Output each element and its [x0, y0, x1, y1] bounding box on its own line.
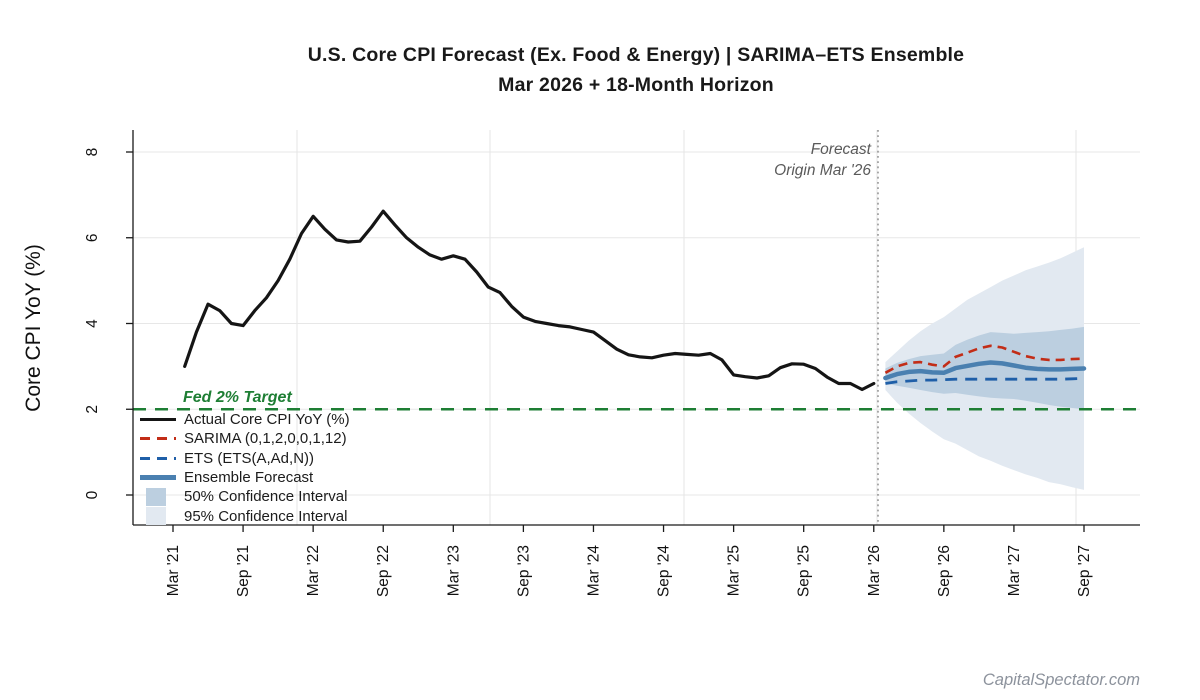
ci50-band [885, 326, 1084, 410]
legend-row: Ensemble Forecast [140, 468, 350, 487]
y-tick-label: 4 [84, 319, 101, 328]
x-tick-label: Mar '24 [585, 545, 602, 597]
legend-row: 50% Confidence Interval [140, 487, 350, 506]
x-tick-label: Sep '27 [1076, 545, 1093, 597]
y-axis-title: Core CPI YoY (%) [22, 244, 45, 412]
legend-swatch [140, 417, 176, 422]
ets-line [885, 377, 1085, 385]
x-tick-label: Sep '24 [656, 545, 673, 597]
legend-label: 95% Confidence Interval [184, 507, 348, 525]
ensemble-line [883, 360, 1087, 381]
legend-row: 95% Confidence Interval [140, 506, 350, 526]
y-tick-label: 8 [84, 148, 101, 157]
y-tick-label: 0 [84, 490, 101, 499]
x-tick-label: Mar '23 [445, 545, 462, 596]
chart-title-line2: Mar 2026 + 18-Month Horizon [498, 74, 774, 96]
legend-label: Ensemble Forecast [184, 469, 314, 487]
x-tick-label: Mar '21 [165, 545, 182, 596]
actual-line [183, 209, 876, 392]
forecast-origin-line2: Origin Mar '26 [774, 162, 871, 179]
legend-swatch [140, 487, 176, 506]
y-tick-label: 2 [84, 405, 101, 414]
x-tick-label: Sep '26 [936, 545, 953, 597]
legend-label: 50% Confidence Interval [184, 488, 348, 506]
legend-label: ETS (ETS(A,Ad,N)) [184, 449, 315, 467]
x-tick-label: Sep '22 [375, 545, 392, 597]
legend-row: SARIMA (0,1,2,0,0,1,12) [140, 429, 350, 448]
chart-title-line1: U.S. Core CPI Forecast (Ex. Food & Energ… [307, 44, 965, 66]
legend-label: Actual Core CPI YoY (%) [184, 411, 350, 429]
forecast-origin-label: Forecast Origin Mar '26 [621, 139, 871, 181]
legend-swatch [140, 437, 176, 441]
x-tick-label: Sep '25 [796, 545, 813, 597]
x-tick-label: Mar '25 [726, 545, 743, 596]
legend-row: ETS (ETS(A,Ad,N)) [140, 449, 350, 468]
x-tick-label: Mar '27 [1006, 545, 1023, 596]
legend-swatch [140, 507, 176, 526]
legend-swatch [140, 456, 176, 460]
y-tick-label: 6 [84, 233, 101, 242]
legend-row: Actual Core CPI YoY (%) [140, 410, 350, 429]
x-tick-label: Mar '22 [305, 545, 322, 596]
watermark: CapitalSpectator.com [982, 671, 1140, 689]
fed-target-label: Fed 2% Target [183, 389, 292, 406]
forecast-origin-line1: Forecast [810, 141, 871, 158]
x-tick-label: Sep '23 [515, 545, 532, 597]
x-tick-label: Mar '26 [866, 545, 883, 596]
chart-title: U.S. Core CPI Forecast (Ex. Food & Energ… [36, 40, 1200, 100]
legend: Actual Core CPI YoY (%) SARIMA (0,1,2,0,… [140, 410, 350, 526]
sarima-line [884, 344, 1085, 374]
x-tick-label: Sep '21 [235, 545, 252, 597]
legend-swatch [140, 475, 176, 481]
legend-label: SARIMA (0,1,2,0,0,1,12) [184, 430, 347, 448]
